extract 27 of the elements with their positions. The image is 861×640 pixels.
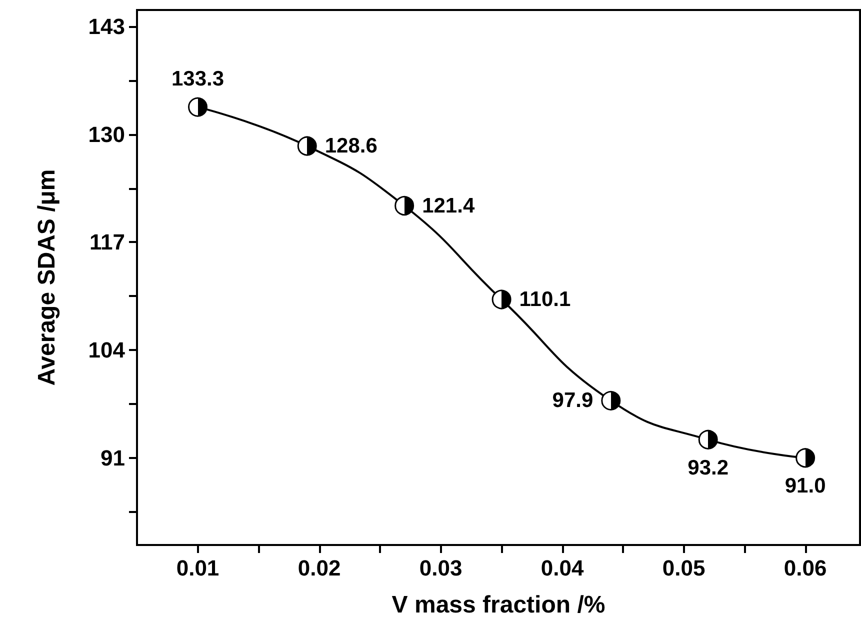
y-tick-label: 117 xyxy=(90,230,125,255)
y-tick-label: 143 xyxy=(88,14,125,40)
y-tick-label: 104 xyxy=(88,338,126,363)
point xyxy=(297,136,317,156)
x-tick-label: 0.03 xyxy=(419,556,462,580)
point xyxy=(188,97,208,117)
x-tick-label: 0.05 xyxy=(662,556,706,580)
data-label: 91.0 xyxy=(784,474,826,498)
data-label: 133.3 xyxy=(171,67,224,90)
y-tick-label: 91 xyxy=(100,445,125,470)
point xyxy=(394,196,414,216)
point xyxy=(796,448,816,468)
data-label: 110.1 xyxy=(519,288,571,311)
x-tick-label: 0.01 xyxy=(176,556,220,580)
data-label: 121.4 xyxy=(422,194,475,218)
data-label: 93.2 xyxy=(688,456,729,480)
point xyxy=(698,430,718,450)
x-tick-label: 0.02 xyxy=(298,556,341,580)
point xyxy=(492,290,512,310)
y-axis-title: Average SDAS /μm xyxy=(34,169,60,386)
point xyxy=(601,390,621,410)
y-tick-label: 130 xyxy=(88,122,125,147)
x-axis-title: V mass fraction /% xyxy=(392,592,606,618)
x-tick-label: 0.06 xyxy=(784,556,827,580)
x-tick-label: 0.04 xyxy=(540,556,584,580)
data-label: 128.6 xyxy=(324,134,378,158)
data-label: 97.9 xyxy=(552,389,594,412)
